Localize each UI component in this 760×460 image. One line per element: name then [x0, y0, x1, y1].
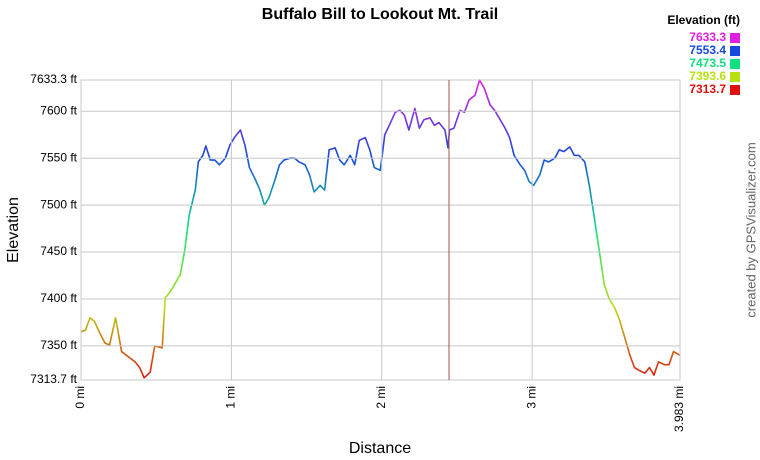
y-axis-label: Elevation [5, 197, 22, 263]
legend-label: 7553.4 [689, 43, 726, 57]
legend-title: Elevation (ft) [667, 13, 740, 27]
y-tick-label: 7500 ft [40, 197, 77, 211]
x-axis-label: Distance [349, 440, 411, 457]
y-tick-label: 7550 ft [40, 150, 77, 164]
credit: created by GPSVisualizer.com [743, 142, 758, 317]
y-tick-label: 7633.3 ft [30, 72, 77, 86]
legend-label: 7393.6 [689, 69, 726, 83]
x-tick-label: 1 mi [224, 386, 238, 409]
x-tick-label: 2 mi [374, 386, 388, 409]
plot-frame [80, 79, 681, 381]
legend-label: 7313.7 [689, 82, 726, 96]
x-tick-label: 3.983 mi [672, 386, 686, 432]
x-tick-label: 0 mi [73, 386, 87, 409]
legend-swatch [730, 72, 740, 82]
y-tick-label: 7450 ft [40, 244, 77, 258]
y-tick-label: 7350 ft [40, 338, 77, 352]
elevation-line [80, 79, 681, 379]
legend-swatch [730, 33, 740, 43]
y-tick-label: 7313.7 ft [30, 372, 77, 386]
y-tick-label: 7600 ft [40, 103, 77, 117]
legend-label: 7473.5 [689, 56, 726, 70]
legend-swatch [730, 59, 740, 69]
legend-label: 7633.3 [689, 30, 726, 44]
chart-title: Buffalo Bill to Lookout Mt. Trail [262, 6, 498, 23]
x-tick-label: 3 mi [524, 386, 538, 409]
legend-swatch [730, 46, 740, 56]
y-tick-label: 7400 ft [40, 291, 77, 305]
legend-swatch [730, 85, 740, 95]
